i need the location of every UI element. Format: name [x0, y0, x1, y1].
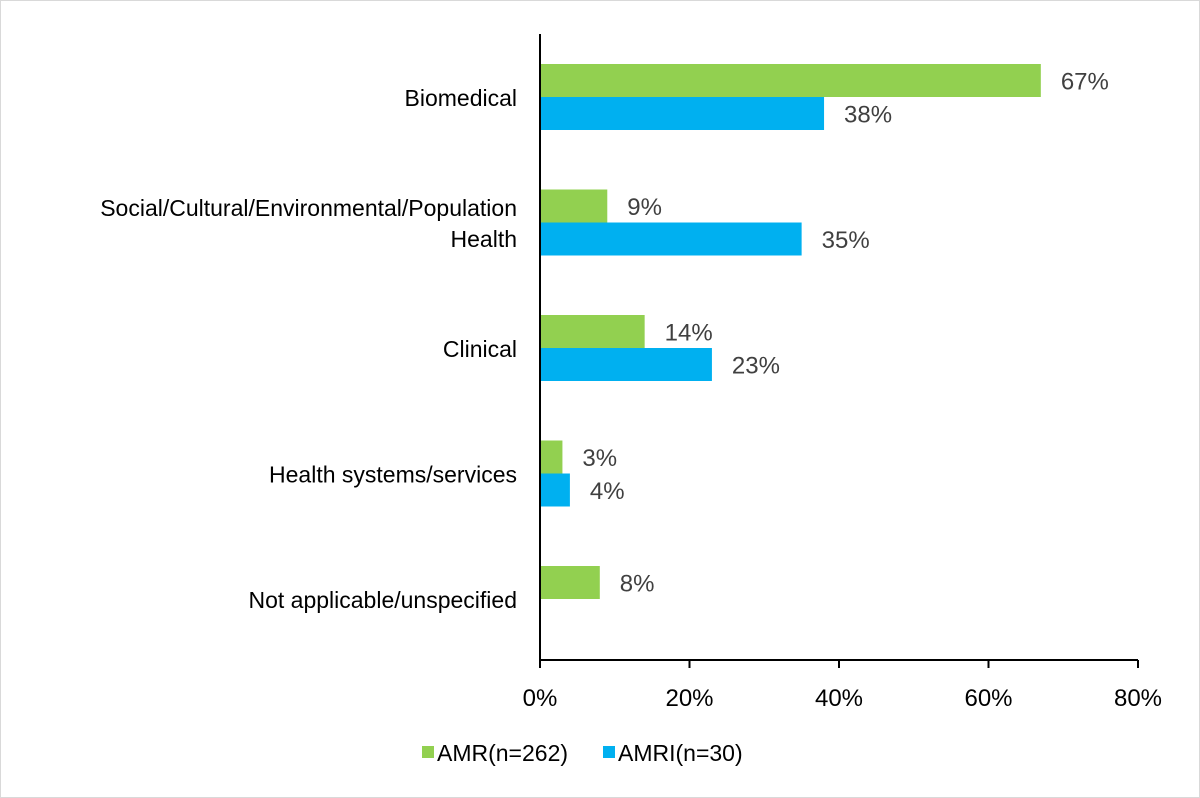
data-label: 3% [582, 445, 617, 472]
data-label: 67% [1061, 69, 1109, 96]
data-label: 8% [620, 571, 655, 598]
category-label: Health systems/services [269, 462, 517, 488]
x-tick-label: 20% [665, 685, 713, 712]
bar-amr [541, 566, 600, 599]
data-label: 23% [732, 353, 780, 380]
bar-amri [541, 473, 570, 507]
legend-label: AMR(n=262) [437, 740, 568, 766]
legend-swatch-amr [422, 746, 434, 758]
data-label: 4% [590, 478, 625, 505]
x-tick-label: 40% [815, 685, 863, 712]
data-label: 35% [822, 227, 870, 254]
bar-amri [541, 222, 802, 256]
bar-amr [541, 64, 1041, 97]
x-tick-label: 80% [1114, 685, 1162, 712]
bar-amri [541, 348, 712, 381]
data-label: 38% [844, 102, 892, 129]
bar-amr [541, 315, 645, 348]
x-tick-label: 60% [964, 685, 1012, 712]
data-label: 14% [665, 320, 713, 347]
category-label: Biomedical [405, 85, 518, 111]
bar-amr [541, 189, 608, 223]
category-label: Clinical [443, 336, 517, 362]
x-tick-label: 0% [523, 685, 558, 712]
legend-swatch-amri [603, 746, 615, 758]
bar-amri [541, 97, 825, 130]
bar-amr [541, 440, 563, 474]
category-label: Health [451, 226, 517, 252]
category-label: Not applicable/unspecified [248, 587, 517, 613]
data-label: 9% [627, 194, 662, 221]
legend-label: AMRI(n=30) [618, 740, 743, 766]
category-label: Social/Cultural/Environmental/Population [100, 195, 517, 221]
